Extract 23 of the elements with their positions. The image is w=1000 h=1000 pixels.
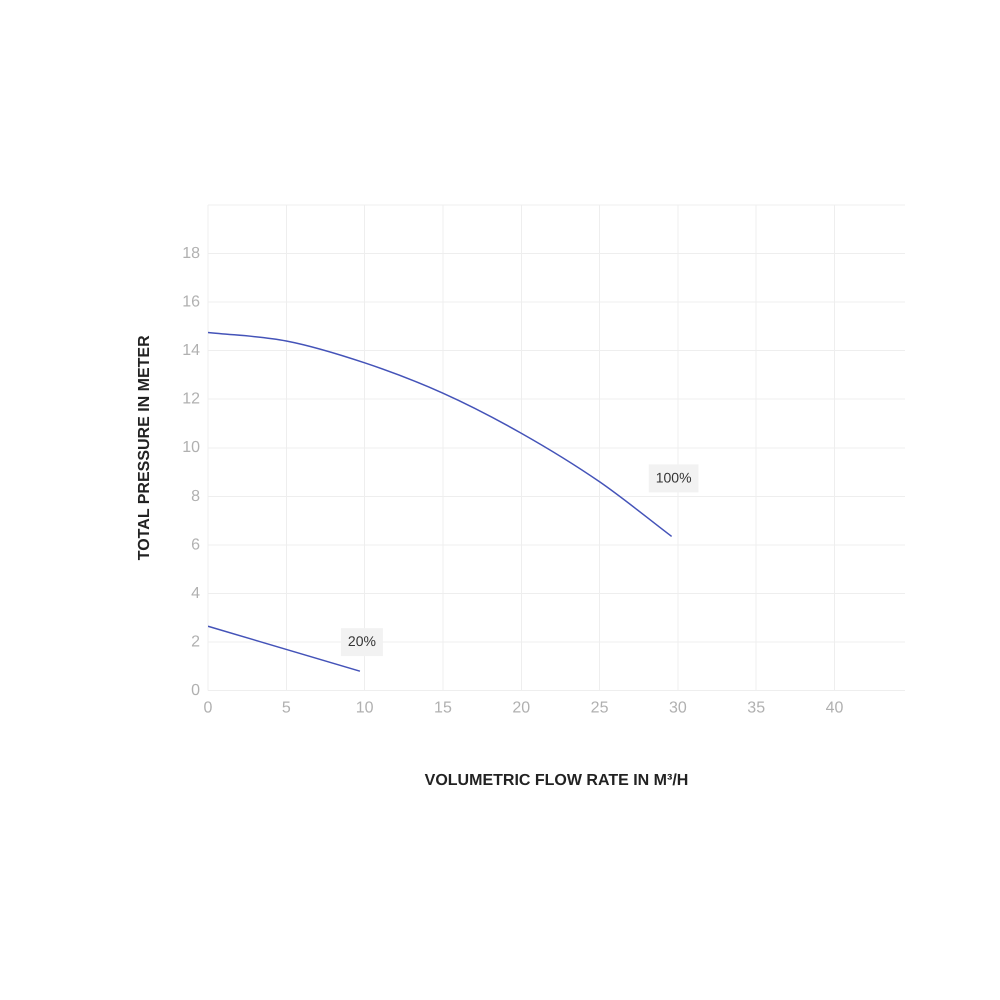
- x-axis-title: VOLUMETRIC FLOW RATE IN M³/H: [424, 772, 688, 789]
- y-tick-label: 18: [182, 244, 200, 262]
- y-tick-label: 6: [191, 536, 200, 554]
- y-axis-title: TOTAL PRESSURE IN METER: [136, 334, 154, 560]
- y-tick-label: 12: [182, 390, 200, 408]
- y-tick-label: 10: [182, 439, 200, 456]
- x-tick-label: 35: [747, 700, 766, 717]
- y-tick-label: 14: [182, 342, 200, 360]
- x-tick-label: 10: [356, 700, 374, 717]
- x-tick-label: 25: [590, 700, 609, 717]
- text: 100%: [656, 469, 692, 486]
- series-label: 20%: [348, 633, 376, 650]
- y-tick-label: 8: [191, 488, 200, 505]
- x-tick-label: 0: [204, 700, 213, 717]
- x-tick-label: 30: [668, 700, 687, 717]
- x-tick-label: 20: [512, 700, 530, 717]
- x-tick-label: 15: [434, 700, 452, 717]
- y-tick-label: 16: [182, 294, 200, 311]
- x-tick-label: 40: [826, 700, 844, 717]
- y-tick-label: 2: [191, 633, 200, 650]
- y-tick-label: 0: [191, 682, 200, 700]
- y-tick-label: 4: [191, 584, 200, 602]
- x-tick-label: 5: [282, 700, 291, 717]
